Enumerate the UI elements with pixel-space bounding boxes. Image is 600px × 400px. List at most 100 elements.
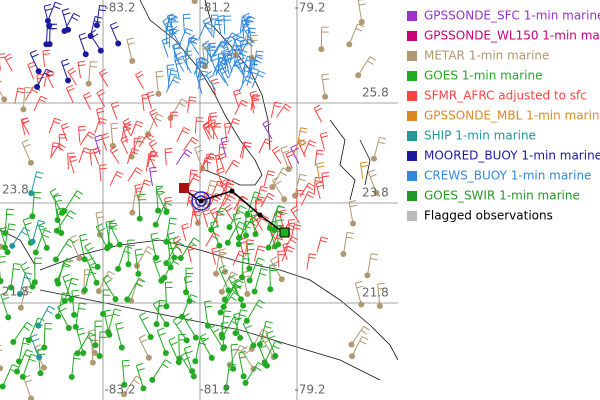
barb-feather [294, 223, 302, 227]
barb-staff [197, 71, 202, 90]
barb-feather [221, 62, 229, 66]
barb-staff [183, 316, 197, 338]
barb-feather [69, 155, 77, 159]
barb-feather [257, 362, 265, 367]
barb-feather [122, 138, 129, 143]
barb-staff [227, 118, 234, 134]
barb-feather [144, 179, 152, 183]
barb-feather [156, 190, 164, 193]
barb-feather [55, 200, 63, 202]
barb-staff [139, 315, 152, 338]
barb-feather [84, 242, 91, 247]
barb-dot [121, 391, 128, 398]
barb-feather [17, 87, 25, 90]
barb-feather [30, 333, 38, 338]
barb-staff [218, 155, 225, 171]
barb-feather [379, 136, 387, 140]
barb-feather [141, 316, 149, 321]
barb-feather [53, 5, 61, 10]
barb-feather [299, 173, 307, 177]
bahamas [329, 119, 371, 201]
barb-feather [249, 221, 256, 226]
barb-staff [47, 1, 56, 21]
barb-feather [265, 320, 273, 324]
barb-feather [239, 314, 247, 317]
barb-feather [155, 70, 164, 73]
barb-feather [172, 29, 180, 34]
barb-feather [210, 220, 218, 224]
barb-staff [297, 127, 301, 144]
barb-feather [226, 58, 234, 61]
barb-feather [272, 345, 280, 350]
barb-staff [238, 352, 245, 377]
barb-dot [52, 256, 59, 263]
barb-staff [135, 365, 144, 389]
barb-feather [23, 143, 31, 148]
barb-feather [46, 309, 53, 315]
barb-feather [204, 125, 211, 130]
barb-staff [315, 183, 321, 200]
barb-feather [199, 333, 207, 338]
barb-feather [165, 151, 173, 154]
barb-dot [240, 302, 247, 309]
barb-dot [349, 353, 356, 360]
barb-dot [208, 354, 215, 361]
barb-staff [209, 210, 219, 226]
barb-dot [223, 384, 230, 391]
barb-feather [67, 87, 75, 92]
barb-feather [62, 62, 70, 67]
barb-staff [215, 252, 221, 274]
barb-staff [261, 338, 275, 358]
barb-staff [219, 194, 227, 210]
barb-dot [237, 296, 244, 303]
barb-feather [239, 39, 247, 42]
barb-feather [84, 95, 92, 100]
barb-feather [98, 91, 105, 97]
barb-feather [181, 98, 188, 103]
barb-feather [259, 273, 267, 276]
barb-dot [281, 196, 288, 203]
barb-staff [235, 196, 241, 213]
barb-dot [224, 239, 231, 246]
barb-feather [158, 305, 167, 307]
barb-feather [308, 256, 316, 259]
barb-feather [239, 356, 247, 359]
barb-feather [170, 73, 178, 76]
barb-staff [151, 359, 166, 381]
barb-dot [242, 232, 249, 239]
barb-feather [90, 61, 98, 63]
barb-feather [54, 117, 62, 122]
barb-feather [349, 204, 357, 208]
barb-feather [202, 58, 210, 63]
barb-staff [109, 149, 120, 164]
barb-staff [88, 61, 91, 84]
barb-feather [141, 338, 148, 343]
barb-staff [194, 117, 197, 134]
barb-staff [199, 336, 213, 359]
barb-staff [165, 76, 176, 93]
barb-staff [150, 234, 157, 259]
barb-feather [8, 223, 16, 226]
barb-feather [66, 258, 74, 262]
barb-feather [346, 236, 354, 239]
barb-feather [78, 125, 86, 128]
barb-feather [257, 248, 265, 252]
barb-feather [73, 12, 81, 17]
barb-staff [176, 127, 185, 143]
barb-dot [129, 58, 136, 65]
barb-feather [24, 86, 32, 89]
barb-feather [167, 64, 175, 66]
barb-staff [227, 221, 240, 243]
barb-feather [147, 246, 155, 251]
barb-feather [72, 295, 80, 297]
barb-staff [2, 364, 13, 387]
barb-feather [206, 153, 214, 156]
barb-feather [226, 183, 234, 186]
barb-dot [17, 304, 24, 311]
barb-dot [145, 354, 152, 361]
barb-staff [155, 71, 160, 94]
barb-staff [152, 304, 167, 325]
barb-feather [268, 192, 275, 197]
barb-feather [234, 284, 241, 289]
barb-staff [22, 219, 32, 243]
